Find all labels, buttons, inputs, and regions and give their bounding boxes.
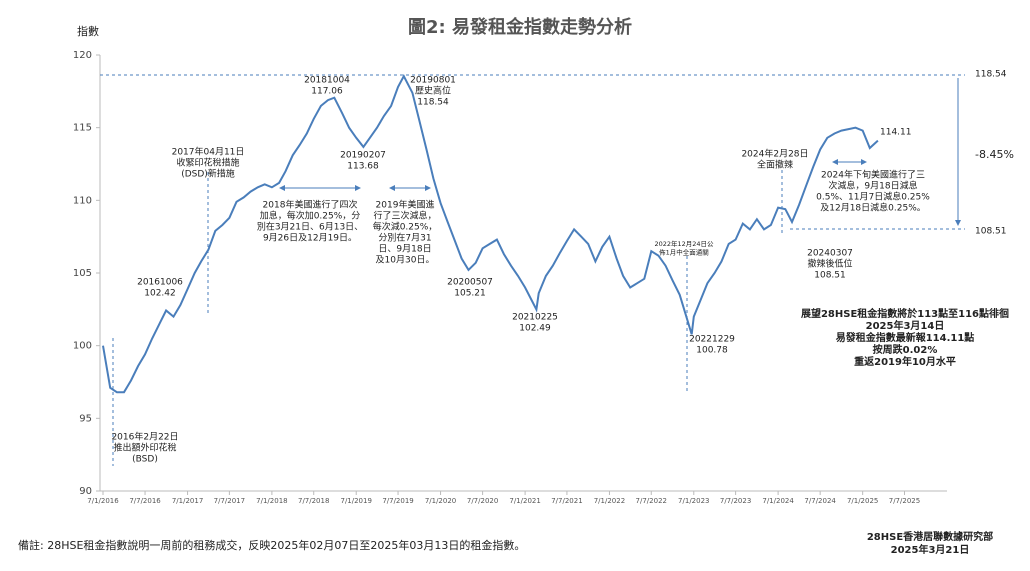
y-tick-label: 95 bbox=[79, 413, 92, 424]
annotation: 20190801 bbox=[410, 76, 456, 86]
x-tick-label: 7/7/2022 bbox=[636, 497, 667, 505]
annotation: 及12月18日減息0.25%。 bbox=[820, 202, 926, 214]
y-tick-label: 110 bbox=[73, 195, 92, 206]
annotation: 次減息，9月18日減息 bbox=[828, 180, 917, 192]
x-tick-label: 7/1/2025 bbox=[847, 497, 878, 505]
annotation: 20200507 bbox=[447, 278, 493, 288]
annotation: 展望28HSE租金指數將於113點至116點徘徊 bbox=[801, 307, 1009, 320]
annotation: 及10月30日。 bbox=[376, 255, 435, 266]
y-tick-label: 120 bbox=[73, 50, 92, 61]
annotation: 日、9月18日 bbox=[378, 244, 431, 255]
annotation: 收緊印花稅措施 bbox=[176, 157, 239, 169]
annotation: 118.54 bbox=[975, 70, 1007, 80]
annotation: 105.21 bbox=[454, 289, 486, 299]
annotation: 2016年2月22日 bbox=[111, 431, 178, 443]
annotation: 2024年2月28日 bbox=[741, 148, 808, 160]
annotation: 9月26日及12月19日。 bbox=[263, 233, 357, 244]
x-tick-label: 7/7/2017 bbox=[214, 497, 245, 505]
x-tick-label: 7/7/2018 bbox=[298, 497, 329, 505]
annotation: 佈1月中全面通關 bbox=[659, 248, 709, 257]
annotation: 108.51 bbox=[814, 271, 846, 281]
x-tick-label: 7/1/2018 bbox=[256, 497, 287, 505]
annotation: 2024年下旬美國進行了三 bbox=[821, 169, 925, 181]
annotation: 每次減0.25%， bbox=[373, 221, 438, 233]
footnote: 備註: 28HSE租金指數說明一周前的租務成交，反映2025年02月07日至20… bbox=[18, 538, 525, 552]
x-tick-label: 7/1/2016 bbox=[87, 497, 119, 505]
annotation: 2017年04月11日 bbox=[172, 146, 245, 158]
x-tick-label: 7/7/2025 bbox=[889, 497, 920, 505]
annotation: 推出額外印花稅 bbox=[113, 442, 176, 454]
annotation: 歷史高位 bbox=[415, 85, 451, 97]
x-tick-label: 7/1/2023 bbox=[678, 497, 709, 505]
annotation: 0.5%、11月7日減息0.25% bbox=[816, 191, 930, 203]
annotation: 按周跌0.02% bbox=[873, 343, 938, 356]
x-tick-label: 7/1/2022 bbox=[594, 497, 625, 505]
chart-title: 圖2: 易發租金指數走勢分析 bbox=[408, 16, 632, 38]
y-tick-label: 100 bbox=[73, 341, 92, 352]
source: 2025年3月21日 bbox=[891, 543, 970, 556]
annotation: 20181004 bbox=[304, 76, 350, 86]
y-tick-label: 115 bbox=[73, 123, 92, 134]
annotation: 20161006 bbox=[137, 278, 183, 288]
x-tick-label: 7/7/2019 bbox=[382, 497, 413, 505]
annotation: 20190207 bbox=[340, 151, 386, 161]
annotation: 全面撤辣 bbox=[757, 159, 793, 171]
annotation: 108.51 bbox=[975, 227, 1007, 237]
annotation: 100.78 bbox=[696, 346, 728, 356]
annotation: 2019年美國進 bbox=[376, 199, 435, 211]
annotation: 20210225 bbox=[512, 313, 558, 323]
annotation: 2025年3月14日 bbox=[866, 319, 945, 332]
annotation: 行了三次減息， bbox=[373, 210, 436, 222]
x-tick-label: 7/1/2020 bbox=[425, 497, 456, 505]
y-tick-label: 105 bbox=[73, 268, 92, 279]
annotation: 20221229 bbox=[689, 335, 735, 345]
annotation: 118.54 bbox=[417, 98, 449, 108]
annotation: (BSD) bbox=[132, 455, 158, 465]
annotation: 重返2019年10月水平 bbox=[854, 355, 956, 368]
annotation: 102.49 bbox=[519, 324, 551, 334]
annotation: 撤辣後低位 bbox=[807, 258, 852, 270]
x-tick-label: 7/7/2021 bbox=[551, 497, 582, 505]
x-tick-label: 7/7/2020 bbox=[467, 497, 498, 505]
annotation: 117.06 bbox=[311, 87, 343, 97]
annotation: 別在3月21日、6月13日、 bbox=[257, 221, 363, 233]
annotation: 加息，每次加0.25%，分 bbox=[260, 210, 361, 222]
x-tick-label: 7/1/2021 bbox=[509, 497, 540, 505]
annotation: 2018年美國進行了四次 bbox=[263, 199, 358, 211]
annotation: 113.68 bbox=[347, 162, 379, 172]
annotation: 102.42 bbox=[144, 289, 176, 299]
annotation: (DSD)新措施 bbox=[181, 168, 235, 180]
annotation: 114.11 bbox=[880, 128, 912, 138]
x-tick-label: 7/7/2016 bbox=[129, 497, 161, 505]
x-tick-label: 7/1/2024 bbox=[762, 497, 794, 505]
y-axis-label: 指數 bbox=[77, 24, 99, 38]
source: 28HSE香港居聯數據研究部 bbox=[867, 530, 993, 543]
annotation: -8.45% bbox=[975, 148, 1014, 161]
x-tick-label: 7/1/2019 bbox=[340, 497, 371, 505]
annotation: 分別在7月31 bbox=[378, 232, 431, 244]
x-tick-label: 7/1/2017 bbox=[172, 497, 203, 505]
index-line bbox=[102, 74, 879, 394]
annotation: 2022年12月24日公 bbox=[654, 239, 714, 248]
annotation: 20240307 bbox=[807, 249, 853, 259]
x-tick-label: 7/7/2024 bbox=[804, 497, 836, 505]
annotation: 易發租金指數最新報114.11點 bbox=[836, 331, 975, 344]
y-tick-label: 90 bbox=[79, 486, 92, 497]
x-tick-label: 7/7/2023 bbox=[720, 497, 751, 505]
